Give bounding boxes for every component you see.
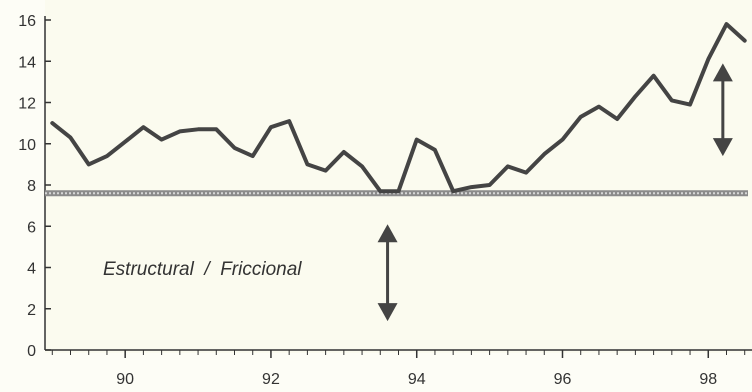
y-tick-label: 0	[27, 343, 36, 360]
arrows-group	[377, 63, 733, 322]
x-tick-label: 90	[116, 371, 134, 387]
arrow-head-up	[712, 63, 733, 82]
y-tick-label: 2	[27, 302, 36, 319]
series-group	[50, 22, 747, 194]
y-tick-label: 16	[18, 13, 36, 30]
series-line	[50, 22, 747, 194]
arrow-head-down	[377, 303, 398, 322]
x-tick-label: 92	[262, 371, 280, 387]
x-tick-label: 96	[554, 371, 572, 387]
y-tick-label: 14	[18, 54, 36, 71]
annotation-label: Estructural / Friccional	[103, 259, 302, 280]
arrow-head-up	[377, 224, 398, 243]
x-tick-label: 98	[699, 371, 717, 387]
y-tick-label: 6	[27, 219, 36, 236]
axes: 0 2 4 6 8 10 12 14 16 90 92 94 96 98	[18, 13, 752, 388]
plot-background	[45, 0, 752, 353]
y-tick-label: 4	[27, 261, 36, 278]
y-tick-label: 10	[18, 137, 36, 154]
y-tick-label: 12	[18, 96, 36, 113]
arrow-head-down	[712, 138, 733, 157]
x-tick-label: 94	[408, 371, 426, 387]
y-tick-label: 8	[27, 178, 36, 195]
